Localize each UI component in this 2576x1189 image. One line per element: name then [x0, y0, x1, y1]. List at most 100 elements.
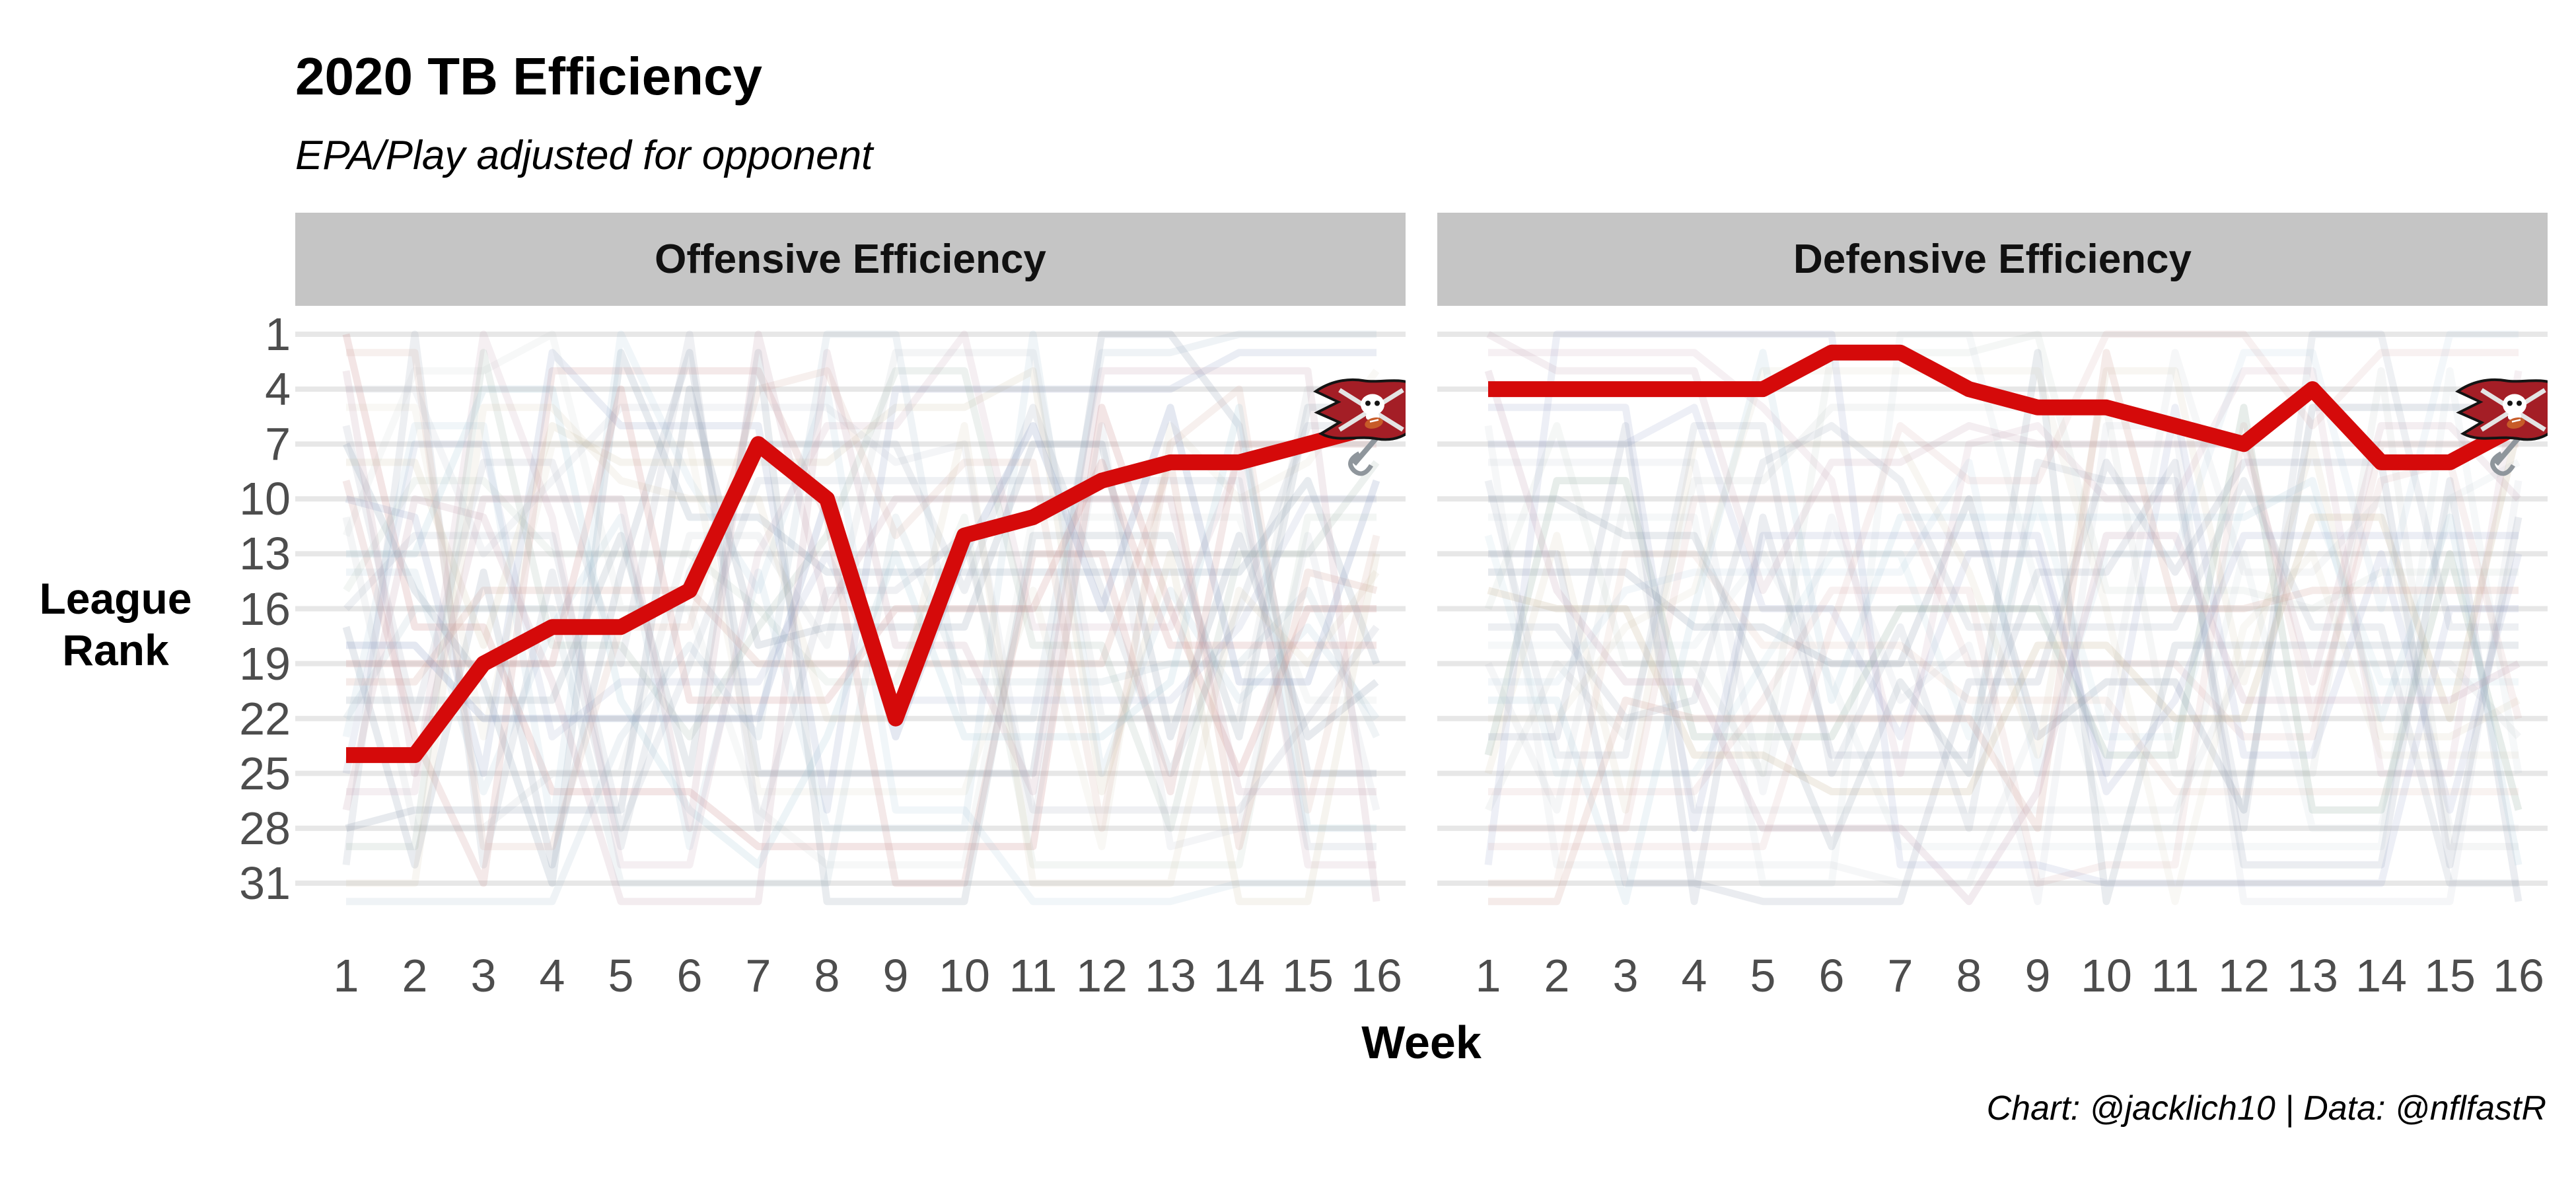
background-team-line — [1484, 495, 2519, 777]
background-team-line — [1488, 367, 2522, 851]
y-tick-label: 16 — [239, 583, 291, 635]
background-team-line — [1488, 422, 2519, 887]
y-tick-label: 10 — [239, 473, 291, 525]
x-tick-label: 13 — [1145, 950, 1196, 1001]
background-team-line — [342, 349, 1380, 906]
facet-strip-defense-label: Defensive Efficiency — [1793, 236, 2192, 282]
background-team-line — [1484, 369, 2521, 906]
background-team-line — [1488, 349, 2522, 777]
background-team-line — [1488, 404, 2522, 814]
background-team-line — [1488, 422, 2522, 906]
x-tick-label: 13 — [2287, 950, 2338, 1001]
background-team-line — [346, 404, 1380, 887]
y-tick-label: 31 — [239, 857, 291, 909]
background-team-line — [1488, 349, 2519, 906]
x-tick-label: 9 — [882, 950, 909, 1001]
background-team-line — [342, 330, 1377, 869]
x-tick-label: 1 — [1475, 950, 1501, 1001]
x-tick-label: 14 — [1213, 950, 1265, 1001]
tb-rank-line — [346, 417, 1379, 764]
background-team-line — [1486, 331, 2522, 686]
facet-strip-offense: Offensive Efficiency — [295, 213, 1406, 306]
x-tick-label: 10 — [939, 950, 990, 1001]
y-axis-title-line2: Rank — [62, 625, 169, 674]
background-team-line — [1484, 330, 2519, 887]
background-team-line — [1485, 367, 2519, 851]
background-team-line — [1488, 349, 2522, 906]
x-tick-label: 15 — [1282, 950, 1334, 1001]
x-tick-label: 10 — [2081, 950, 2132, 1001]
team-logo-buccaneers — [1313, 378, 1406, 476]
tb-rank-line — [1488, 344, 2522, 470]
x-tick-label: 4 — [539, 950, 565, 1001]
x-tick-label: 2 — [1544, 950, 1570, 1001]
background-team-line — [1484, 330, 2519, 777]
background-team-line — [1488, 550, 2519, 887]
offense-panel-plot — [295, 330, 1406, 906]
background-team-line — [1488, 458, 2522, 906]
background-team-line — [1485, 495, 2522, 814]
background-team-line — [343, 477, 1377, 869]
x-tick-label: 6 — [676, 950, 703, 1001]
y-tick-label: 13 — [239, 528, 291, 580]
caption: Chart: @jacklich10 | Data: @nflfastR — [1986, 1089, 2546, 1128]
x-tick-label: 8 — [814, 950, 840, 1001]
x-tick-label: 12 — [1076, 950, 1127, 1001]
background-team-line — [1488, 422, 2522, 887]
background-team-line — [346, 385, 1377, 869]
background-team-line — [1488, 330, 2519, 851]
background-team-line — [1488, 404, 2519, 832]
x-tick-label: 16 — [2493, 950, 2544, 1001]
y-tick-label: 25 — [239, 747, 291, 799]
x-tick-label: 9 — [2024, 950, 2051, 1001]
x-tick-label: 15 — [2424, 950, 2476, 1001]
y-axis-title-line1: League — [39, 574, 192, 623]
background-team-line — [346, 349, 1380, 851]
background-team-line — [343, 477, 1377, 851]
background-team-line — [346, 385, 1377, 704]
background-team-line — [342, 349, 1377, 832]
background-team-line — [342, 330, 1377, 832]
y-tick-label: 4 — [265, 363, 291, 415]
background-team-line — [346, 458, 1378, 851]
defense-panel-plot — [1437, 330, 2548, 906]
x-tick-label: 14 — [2355, 950, 2407, 1001]
x-tick-label: 11 — [1009, 950, 1057, 1001]
page-title: 2020 TB Efficiency — [295, 47, 762, 106]
x-tick-label: 7 — [745, 950, 771, 1001]
background-team-line — [342, 333, 1377, 851]
y-tick-label: 19 — [239, 637, 291, 690]
x-tick-label: 5 — [608, 950, 634, 1001]
background-team-line — [1484, 330, 2519, 832]
background-team-line — [346, 385, 1380, 851]
facet-strip-defense: Defensive Efficiency — [1437, 213, 2548, 306]
x-tick-label: 12 — [2218, 950, 2270, 1001]
background-team-line — [1488, 330, 2519, 777]
y-tick-label: 1 — [265, 308, 291, 360]
page-subtitle: EPA/Play adjusted for opponent — [295, 133, 873, 178]
x-tick-label: 6 — [1818, 950, 1845, 1001]
y-tick-label: 28 — [239, 802, 291, 854]
background-team-line — [1487, 425, 2522, 795]
background-team-line — [342, 367, 1377, 887]
y-tick-label: 7 — [265, 418, 291, 470]
facet-strip-offense-label: Offensive Efficiency — [655, 236, 1046, 282]
team-logo-buccaneers — [2455, 378, 2548, 476]
background-team-line — [1488, 422, 2522, 906]
x-axis-title: Week — [1361, 1017, 1482, 1068]
background-team-line — [343, 349, 1380, 887]
background-team-line — [1484, 367, 2521, 814]
x-tick-label: 4 — [1681, 950, 1707, 1001]
y-tick-label: 22 — [239, 692, 291, 744]
background-team-line — [1484, 349, 2519, 887]
background-team-line — [1484, 404, 2522, 814]
background-team-line — [342, 330, 1377, 869]
y-axis-title: League Rank — [7, 573, 225, 676]
background-team-line — [343, 513, 1380, 887]
background-team-line — [1488, 349, 2519, 906]
background-team-line — [346, 349, 1377, 906]
background-team-line — [346, 330, 1377, 906]
background-team-line — [346, 367, 1380, 906]
background-team-line — [346, 349, 1380, 851]
